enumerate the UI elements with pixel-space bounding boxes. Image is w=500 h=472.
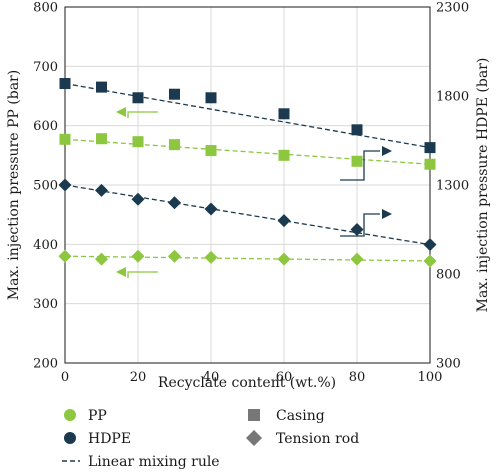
y-right-tick-label: 1300 (436, 179, 469, 194)
y-right-tick-label: 1800 (436, 90, 469, 105)
pp-tension-rod-fit-line (64, 255, 431, 262)
x-tick-label: 100 (418, 370, 443, 385)
data-points (58, 78, 437, 268)
legend-tension-rod-swatch (246, 430, 262, 446)
pp-tension-arrowhead (116, 267, 126, 277)
legend-linear-mixing-label: Linear mixing rule (88, 454, 220, 470)
hdpe-casing-point (96, 81, 107, 93)
pp-tension-rod-point (168, 249, 181, 263)
pp-tension-rod-point (131, 249, 145, 263)
hdpe-casing-point (351, 124, 363, 136)
hdpe-casing-fit-line (64, 82, 431, 149)
x-tick-label: 40 (203, 370, 220, 385)
x-tick-label: 0 (61, 370, 69, 385)
legend: PP HDPE Linear mixing rule Casing Tensio… (62, 408, 359, 470)
pp-casing-point (59, 133, 71, 145)
pp-casing-arrowhead (116, 107, 126, 117)
hdpe-casing-point (424, 142, 436, 154)
y-left-tick-label: 800 (33, 1, 58, 16)
x-tick-label: 20 (130, 370, 147, 385)
axis-arrows (116, 107, 392, 278)
grid-lines (64, 6, 431, 364)
legend-hdpe-label: HDPE (88, 431, 131, 447)
pp-casing-axis-arrow (127, 111, 158, 118)
hdpe-casing-axis-arrow (340, 150, 380, 181)
hdpe-casing-point (132, 92, 144, 104)
x-tick-label: 80 (349, 370, 366, 385)
y-left-tick-label: 300 (33, 297, 58, 312)
y-left-tick-label: 600 (33, 119, 58, 134)
pp-casing-point (205, 145, 217, 157)
hdpe-tension-rod-point (204, 202, 218, 216)
y-axis-right-title: Max. injection pressure HDPE (bar) (475, 58, 491, 313)
fit-lines (64, 82, 431, 262)
y-right-tick-label: 300 (436, 357, 461, 372)
hdpe-tension-rod-fit-line (64, 184, 431, 246)
pp-tension-axis-arrow (127, 271, 158, 278)
legend-hdpe-swatch (64, 432, 76, 444)
legend-casing-label: Casing (276, 408, 325, 424)
y-left-tick-label: 700 (33, 60, 58, 75)
legend-casing-swatch (248, 409, 260, 421)
pp-casing-point (132, 136, 144, 148)
hdpe-tension-rod-point (277, 214, 291, 228)
hdpe-tension-arrowhead (382, 209, 392, 219)
hdpe-casing-arrowhead (382, 146, 392, 156)
y-left-tick-label: 400 (33, 238, 58, 253)
pp-casing-point (351, 155, 363, 167)
y-left-tick-label: 200 (33, 357, 58, 372)
pp-casing-point (424, 158, 436, 170)
y-axis-left-title: Max. injection pressure PP (bar) (6, 70, 22, 300)
pp-casing-point (169, 139, 180, 151)
hdpe-tension-rod-point (350, 223, 364, 236)
hdpe-casing-point (59, 78, 71, 90)
pp-tension-rod-point (423, 254, 437, 268)
legend-pp-label: PP (88, 408, 107, 424)
pp-tension-rod-point (204, 250, 218, 264)
hdpe-tension-rod-point (58, 178, 72, 192)
x-axis-title: Recyclate content (wt.%) (158, 375, 336, 391)
hdpe-casing-point (205, 92, 217, 104)
pp-casing-fit-line (64, 138, 431, 165)
pp-tension-rod-point (350, 252, 364, 266)
pp-tension-rod-point (58, 249, 72, 263)
hdpe-tension-rod-point (95, 183, 108, 197)
tick-labels: 0 20 40 60 80 100 200 300 400 500 600 700 800 300 800 1… (33, 1, 469, 386)
pp-casing-point (278, 149, 290, 161)
legend-tension-rod-label: Tension rod (276, 431, 359, 447)
legend-pp-swatch (64, 409, 76, 421)
hdpe-tension-rod-point (131, 192, 145, 206)
hdpe-tension-axis-arrow (340, 213, 380, 237)
hdpe-tension-rod-point (168, 196, 181, 210)
hdpe-tension-rod-point (423, 238, 437, 252)
hdpe-casing-point (169, 88, 180, 100)
hdpe-casing-point (278, 108, 290, 120)
y-left-tick-label: 500 (33, 179, 58, 194)
x-tick-label: 60 (276, 370, 293, 385)
pp-tension-rod-point (95, 252, 108, 266)
y-right-tick-label: 2300 (436, 1, 469, 16)
pp-tension-rod-point (277, 252, 291, 266)
y-right-tick-label: 800 (436, 268, 461, 283)
pp-casing-point (96, 133, 107, 145)
